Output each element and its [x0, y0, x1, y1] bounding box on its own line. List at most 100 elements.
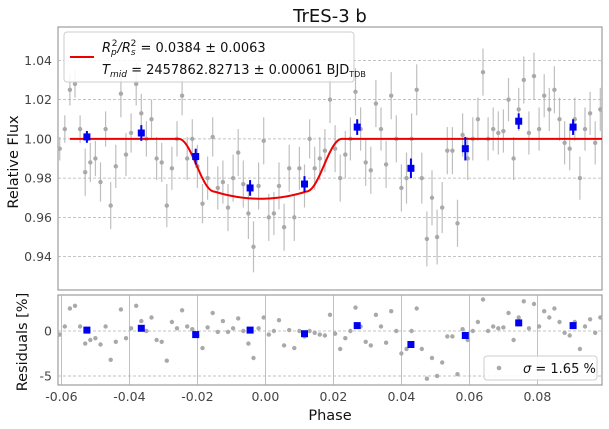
raw-flux-point — [496, 111, 501, 155]
x-tick-label: 0.06 — [455, 389, 483, 404]
raw-residual-point — [429, 355, 435, 361]
binned-residual-point — [246, 326, 254, 334]
raw-flux-point — [154, 136, 159, 181]
raw-flux-point — [440, 182, 445, 234]
transit-model — [69, 137, 602, 200]
legend-tmid-sub: mid — [110, 70, 127, 80]
raw-flux-point — [83, 148, 88, 196]
residual-raw-points — [57, 297, 603, 381]
raw-flux-point — [190, 119, 195, 159]
raw-residual-point — [134, 303, 139, 308]
main-legend: Rp2/Rs2 = 0.0384 ± 0.0063 Tmid = 2457862… — [63, 31, 366, 83]
raw-residual-point — [251, 355, 256, 361]
residual-legend-marker — [496, 365, 502, 371]
raw-residual-point — [77, 324, 83, 329]
binned-residual-point — [569, 322, 577, 330]
raw-residual-point — [383, 340, 389, 345]
raw-flux-point — [332, 125, 338, 173]
raw-flux-point — [292, 193, 297, 241]
raw-flux-point — [169, 146, 175, 190]
raw-flux-point — [200, 184, 205, 224]
raw-residual-point — [424, 376, 430, 381]
legend-rp-main: R — [102, 41, 111, 56]
raw-flux-point — [531, 52, 537, 100]
raw-flux-point — [414, 64, 419, 116]
raw-flux-point — [587, 91, 593, 135]
raw-residual-point — [455, 372, 460, 377]
raw-flux-point — [598, 87, 603, 132]
x-tick-label: 0.04 — [387, 389, 415, 404]
raw-flux-point — [123, 132, 129, 177]
raw-flux-point — [281, 203, 287, 251]
raw-flux-point — [378, 107, 384, 151]
raw-flux-point — [373, 79, 379, 128]
raw-residual-point — [123, 336, 129, 341]
raw-flux-point — [465, 136, 470, 181]
raw-residual-point — [261, 315, 266, 320]
raw-residual-point — [149, 315, 154, 320]
raw-flux-point — [287, 144, 292, 192]
binned-residual-point — [461, 332, 469, 339]
raw-residual-point — [363, 339, 368, 344]
raw-residual-point — [312, 330, 317, 335]
raw-residual-point — [378, 324, 384, 329]
raw-residual-point — [496, 326, 501, 331]
residual-binned-points — [83, 319, 577, 348]
raw-residual-point — [169, 319, 175, 325]
raw-residual-point — [62, 324, 67, 329]
raw-residual-point — [475, 319, 481, 325]
legend-rs-main: /R — [117, 41, 131, 56]
legend-rp-sub: p — [110, 48, 117, 58]
residual-grid — [58, 295, 602, 385]
raw-flux-point — [521, 56, 526, 104]
raw-flux-point — [404, 152, 409, 204]
main-y-tick-label: 1.02 — [24, 92, 52, 107]
legend-rs-sup: 2 — [131, 39, 137, 49]
raw-residual-point — [200, 345, 205, 351]
binned-flux-point — [246, 180, 254, 196]
raw-flux-point — [399, 164, 404, 212]
raw-flux-point — [103, 111, 108, 147]
raw-flux-point — [475, 97, 481, 141]
raw-flux-point — [93, 140, 98, 177]
raw-residual-point — [511, 337, 516, 343]
raw-flux-point — [552, 66, 557, 114]
raw-residual-point — [144, 328, 149, 334]
residual-legend: σ = 1.65 % — [483, 355, 598, 381]
binned-residual-point — [353, 322, 361, 330]
raw-residual-point — [353, 305, 358, 310]
main-legend-box — [63, 31, 355, 83]
raw-residual-point — [159, 339, 164, 344]
raw-residual-point — [72, 303, 78, 308]
raw-residual-point — [414, 306, 419, 311]
legend-tmid-main: T — [102, 63, 111, 78]
raw-residual-point — [547, 315, 552, 320]
raw-flux-point — [251, 221, 256, 273]
legend-rp-value: = 0.0384 ± 0.0063 — [136, 41, 265, 56]
raw-residual-point — [598, 315, 603, 320]
x-tick-label: -0.04 — [113, 389, 145, 404]
raw-flux-point — [266, 193, 271, 241]
raw-flux-point — [455, 199, 460, 247]
raw-flux-point — [389, 72, 394, 120]
raw-flux-point — [185, 136, 190, 181]
binned-residual-point — [83, 326, 91, 334]
raw-flux-point — [434, 209, 440, 265]
main-y-axis-label: Relative Flux — [6, 115, 22, 209]
raw-flux-point — [526, 111, 532, 155]
x-tick-label: -0.02 — [181, 389, 213, 404]
raw-residual-point — [246, 341, 251, 346]
raw-residual-point — [225, 329, 231, 335]
raw-flux-point — [210, 117, 215, 157]
binned-flux-point — [83, 131, 91, 143]
raw-flux-point — [62, 115, 67, 143]
raw-flux-point — [383, 140, 389, 188]
raw-residual-point — [108, 357, 113, 362]
raw-residual-point — [373, 312, 379, 317]
raw-flux-point — [149, 99, 154, 139]
raw-flux-point — [159, 142, 164, 183]
raw-residual-point — [577, 346, 583, 352]
raw-residual-point — [567, 333, 572, 338]
raw-flux-point — [88, 142, 93, 183]
